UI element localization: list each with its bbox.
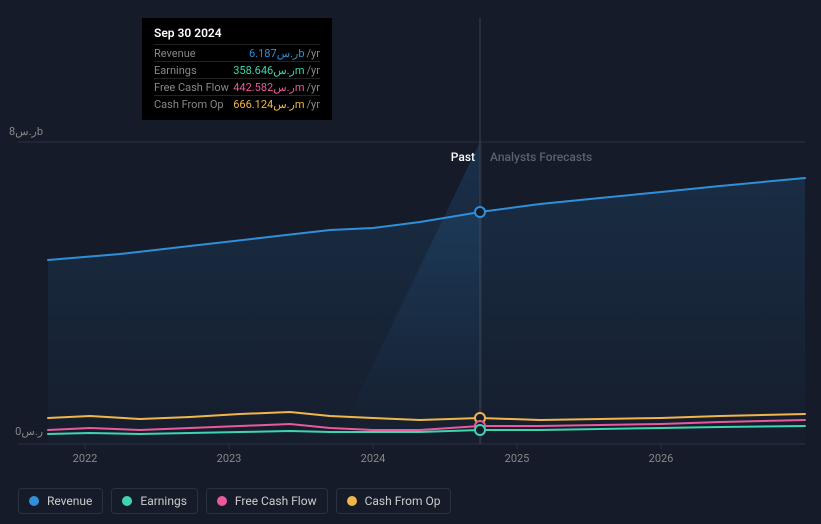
legend-label: Revenue — [47, 494, 92, 508]
tooltip-row-unit: /yr — [307, 47, 320, 60]
x-axis-label-2024: 2024 — [361, 452, 386, 465]
x-axis-label-2025: 2025 — [505, 452, 530, 465]
tooltip-row-value-wrap: ر.س666.124m/yr — [233, 97, 320, 111]
section-label-past: Past — [451, 150, 475, 164]
legend-swatch — [217, 496, 227, 506]
tooltip-row-unit: /yr — [307, 81, 320, 94]
legend-label: Cash From Op — [365, 494, 441, 508]
legend-item-free_cash_flow[interactable]: Free Cash Flow — [206, 488, 328, 514]
tooltip-title: Sep 30 2024 — [154, 26, 320, 40]
tooltip-row-value-wrap: ر.س358.646m/yr — [233, 63, 320, 77]
tooltip-row-label: Cash From Op — [154, 98, 224, 111]
legend-item-earnings[interactable]: Earnings — [111, 488, 198, 514]
tooltip-row-value: ر.س666.124m — [233, 98, 304, 111]
tooltip-row-unit: /yr — [307, 98, 320, 111]
tooltip-row-label: Earnings — [154, 64, 197, 77]
section-label-forecast: Analysts Forecasts — [490, 150, 592, 164]
y-axis-label-bottom: ر.س0 — [15, 425, 43, 438]
legend-label: Earnings — [140, 494, 187, 508]
tooltip-row: Cash From Op ر.س666.124m/yr — [154, 95, 320, 112]
tooltip-row-label: Revenue — [154, 47, 196, 60]
tooltip-row-value: ر.س6.187b — [249, 47, 304, 60]
legend-swatch — [29, 496, 39, 506]
y-axis-label-top: ر.س8b — [9, 125, 43, 138]
tooltip-row-unit: /yr — [307, 64, 320, 77]
chart-container: ر.س8b ر.س0 2022 2023 2024 2025 2026 Past… — [0, 0, 821, 524]
tooltip-row: Free Cash Flow ر.س442.582m/yr — [154, 78, 320, 95]
x-axis-label-2026: 2026 — [649, 452, 674, 465]
x-axis-label-2022: 2022 — [73, 452, 98, 465]
tooltip-row-label: Free Cash Flow — [154, 81, 229, 94]
tooltip: Sep 30 2024 Revenue ر.س6.187b/yr Earnings ر… — [142, 18, 332, 120]
tooltip-row: Revenue ر.س6.187b/yr — [154, 44, 320, 61]
x-axis-label-2023: 2023 — [217, 452, 242, 465]
legend-item-cash_from_op[interactable]: Cash From Op — [336, 488, 452, 514]
tooltip-row-value: ر.س442.582m — [233, 81, 304, 94]
legend: Revenue Earnings Free Cash Flow Cash From O… — [18, 488, 451, 514]
tooltip-row-value: ر.س358.646m — [233, 64, 304, 77]
tooltip-row-value-wrap: ر.س442.582m/yr — [233, 80, 320, 94]
tooltip-row: Earnings ر.س358.646m/yr — [154, 61, 320, 78]
chart-svg[interactable] — [0, 0, 821, 524]
tooltip-row-value-wrap: ر.س6.187b/yr — [249, 46, 320, 60]
legend-swatch — [347, 496, 357, 506]
legend-item-revenue[interactable]: Revenue — [18, 488, 103, 514]
legend-swatch — [122, 496, 132, 506]
legend-label: Free Cash Flow — [235, 494, 317, 508]
